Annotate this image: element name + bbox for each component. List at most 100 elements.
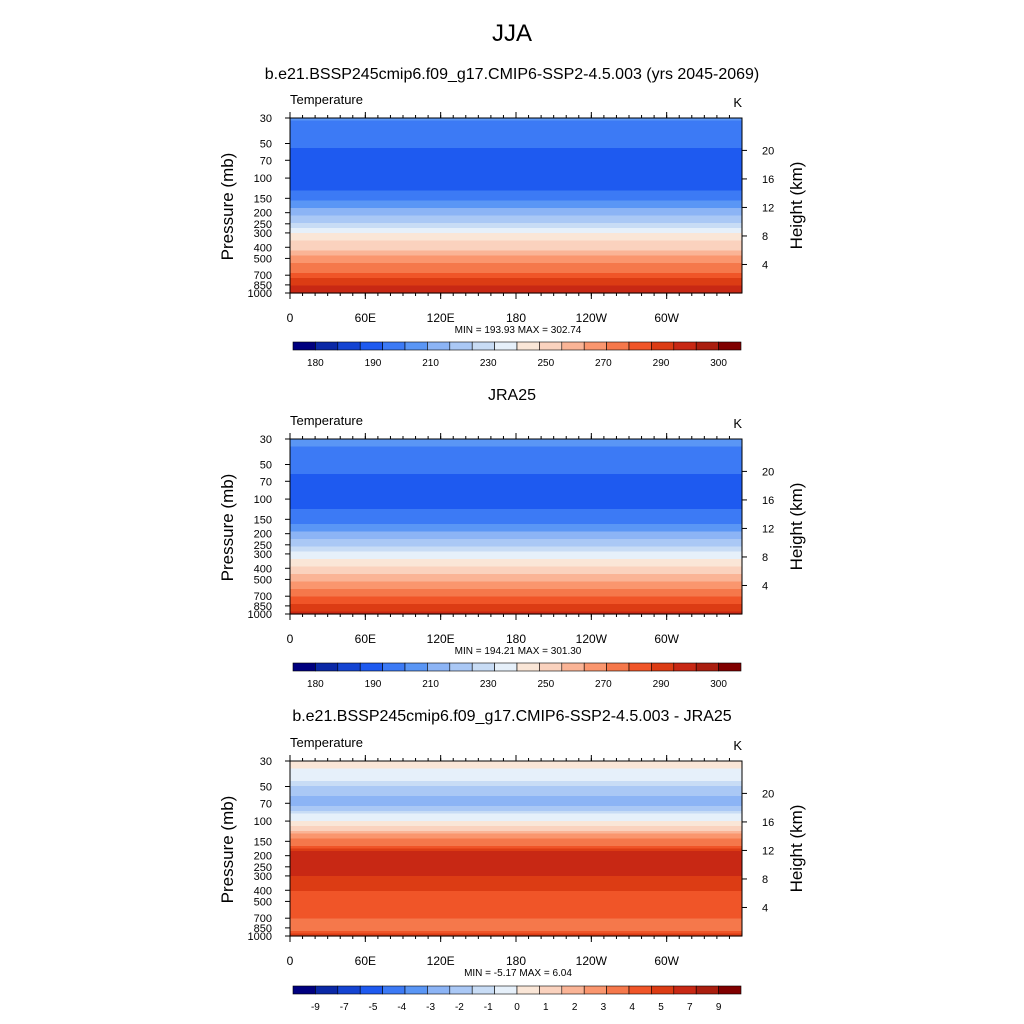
colorbar-box [695, 341, 719, 351]
y-tick-label: 200 [254, 529, 272, 541]
contour-band [290, 524, 742, 528]
contour-band [290, 801, 742, 805]
colorbar-label: 230 [480, 358, 497, 369]
colorbar-box [471, 341, 495, 351]
contour-band [290, 133, 742, 137]
y-right-tick-label: 8 [762, 874, 768, 886]
contour-band [290, 521, 742, 525]
y-right-tick-label: 20 [762, 466, 774, 478]
y-tick-label: 400 [254, 242, 272, 254]
contour-band [290, 871, 742, 875]
contour-band [290, 878, 742, 882]
y-tick-label: 100 [254, 173, 272, 185]
contour-band [290, 903, 742, 907]
contour-band [290, 120, 742, 124]
colorbar-box [539, 662, 563, 672]
contour-band [290, 125, 742, 129]
contour-band [290, 851, 742, 855]
panel-left-label: Temperature [290, 413, 363, 428]
contour-band [290, 768, 742, 772]
contour-band [290, 165, 742, 169]
contour-band [290, 886, 742, 890]
contour-band [290, 198, 742, 202]
colorbar-box [673, 341, 697, 351]
x-tick-label: 0 [287, 632, 294, 646]
contour-band [290, 556, 742, 560]
colorbar-label: 250 [537, 358, 554, 369]
colorbar-box [315, 341, 339, 351]
y-axis-right-label: Height (km) [787, 483, 806, 571]
contour-band [290, 803, 742, 807]
y-tick-label: 150 [254, 193, 272, 205]
colorbar-box [561, 985, 585, 995]
y-tick-label: 400 [254, 885, 272, 897]
x-tick-label: 60W [654, 311, 679, 325]
contour-band [290, 173, 742, 177]
contour-band [290, 118, 742, 122]
contour-band [290, 469, 742, 473]
contour-band [290, 170, 742, 174]
colorbar: -9 -7 -5 -4 -3 -2 -1 0 1 2 3 4 5 7 9 [292, 985, 742, 1013]
contour-band [290, 793, 742, 797]
contour-band [290, 220, 742, 224]
contour-band [290, 863, 742, 867]
contour-band [290, 831, 742, 835]
contour-band [290, 486, 742, 490]
y-right-tick-label: 8 [762, 552, 768, 564]
colorbar-label: 7 [687, 1002, 693, 1013]
colorbar-box [561, 662, 585, 672]
contour-band [290, 215, 742, 219]
contour-band [290, 836, 742, 840]
contour-band [290, 808, 742, 812]
colorbar-box [516, 341, 540, 351]
contour-band [290, 245, 742, 249]
contour-band [290, 876, 742, 880]
y-axis-right: 20 16 12 8 4 Height (km) [742, 788, 806, 914]
contour-band [290, 843, 742, 847]
colorbar-box [404, 985, 428, 995]
contour-band [290, 135, 742, 139]
panel-left-label: Temperature [290, 735, 363, 750]
colorbar-box [494, 985, 518, 995]
colorbar-box [449, 985, 473, 995]
panel-title: b.e21.BSSP245cmip6.f09_g17.CMIP6-SSP2-4.… [292, 708, 731, 725]
contour-band [290, 856, 742, 860]
contour-band [290, 554, 742, 558]
contour-band [290, 921, 742, 925]
y-right-tick-label: 16 [762, 495, 774, 507]
colorbar-label: 180 [307, 358, 324, 369]
contour-band [290, 559, 742, 563]
contour-band [290, 273, 742, 277]
y-right-tick-label: 4 [762, 902, 768, 914]
contour-band [290, 913, 742, 917]
colorbar-box [673, 662, 697, 672]
colorbar-box [359, 985, 383, 995]
contour-band [290, 818, 742, 822]
contour-band [290, 763, 742, 767]
contour-band [290, 838, 742, 842]
contour-band [290, 786, 742, 790]
y-tick-label: 500 [254, 253, 272, 265]
contour-band [290, 766, 742, 770]
contour-band [290, 534, 742, 538]
contour-band [290, 248, 742, 252]
y-tick-label: 850 [254, 280, 272, 292]
contour-band [290, 461, 742, 465]
contour-band [290, 599, 742, 603]
colorbar-box [606, 341, 630, 351]
contour-band [290, 178, 742, 182]
contour-band [290, 123, 742, 127]
contour-band [290, 180, 742, 184]
colorbar-label: 9 [716, 1002, 722, 1013]
contour-band [290, 826, 742, 830]
contour-band [290, 168, 742, 172]
y-tick-label: 50 [260, 138, 272, 150]
contour-band [290, 439, 742, 443]
contour-band [290, 446, 742, 450]
contour-band [290, 491, 742, 495]
colorbar-box [606, 985, 630, 995]
colorbar-box [471, 662, 495, 672]
contour-band [290, 564, 742, 568]
